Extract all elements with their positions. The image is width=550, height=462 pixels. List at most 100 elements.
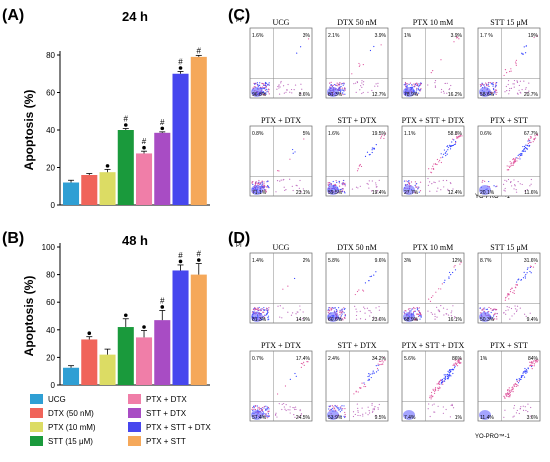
event-dot	[509, 395, 511, 397]
event-dot	[479, 312, 481, 314]
event-dot	[450, 144, 452, 147]
event-dot	[307, 38, 310, 40]
event-dot	[450, 375, 452, 377]
event-dot	[261, 180, 263, 182]
event-dot	[456, 365, 459, 367]
event-dot	[281, 317, 283, 319]
event-dot	[344, 411, 346, 414]
event-dot	[440, 304, 442, 307]
event-dot	[359, 310, 361, 312]
event-dot	[327, 309, 330, 311]
event-dot	[377, 406, 379, 409]
event-dot	[292, 148, 294, 151]
event-dot	[525, 92, 528, 94]
event-dot	[366, 182, 368, 185]
quadrant-lower-left: 68.9%	[404, 317, 419, 323]
event-dot	[341, 182, 344, 184]
event-dot	[516, 81, 519, 83]
event-dot	[524, 277, 527, 279]
quadrant-upper-left: 5.6%	[404, 356, 416, 362]
quadrant-lower-right: 14.9%	[296, 317, 311, 323]
legend-swatch	[128, 394, 141, 404]
event-dot	[524, 367, 526, 370]
event-dot	[444, 378, 446, 380]
event-dot	[521, 88, 523, 91]
population-blob	[403, 312, 415, 322]
event-dot	[263, 405, 265, 408]
event-dot	[461, 135, 463, 137]
cell-events	[479, 133, 539, 195]
event-dot	[300, 362, 302, 365]
event-dot	[443, 186, 445, 188]
event-dot	[431, 183, 433, 185]
event-dot	[507, 178, 510, 181]
event-dot	[403, 180, 406, 182]
significance-dot	[196, 258, 201, 262]
event-dot	[359, 387, 361, 389]
population-blob	[251, 185, 263, 195]
event-dot	[369, 373, 371, 375]
event-dot	[265, 415, 267, 417]
event-dot	[268, 186, 270, 189]
event-dot	[526, 268, 529, 270]
event-dot	[264, 409, 267, 411]
cell-events	[327, 132, 386, 195]
event-dot	[384, 132, 386, 134]
event-dot	[261, 183, 264, 185]
event-dot	[344, 317, 346, 319]
event-dot	[450, 274, 452, 276]
event-dot	[340, 89, 342, 91]
legend-label: PTX + STT	[146, 437, 186, 446]
event-dot	[341, 405, 343, 407]
event-dot	[414, 86, 416, 88]
event-dot	[300, 83, 302, 85]
event-dot	[336, 82, 338, 84]
event-dot	[375, 307, 377, 309]
event-dot	[334, 307, 336, 309]
event-dot	[300, 46, 302, 48]
event-dot	[289, 409, 291, 411]
quadrant-upper-right: 5%	[303, 131, 311, 137]
event-dot	[338, 181, 341, 183]
event-dot	[443, 314, 445, 316]
event-dot	[354, 305, 356, 307]
event-dot	[452, 188, 454, 190]
event-dot	[451, 404, 454, 407]
event-dot	[446, 82, 448, 84]
event-dot	[526, 272, 528, 274]
event-dot	[330, 84, 333, 87]
event-dot	[532, 266, 535, 268]
event-dot	[419, 181, 422, 183]
event-dot	[529, 312, 531, 314]
plot-title: STT + DTX	[337, 116, 376, 125]
event-dot	[267, 83, 269, 85]
event-dot	[253, 407, 255, 409]
plot-title: DTX 50 nM	[337, 18, 377, 27]
event-dot	[442, 156, 444, 158]
event-dot	[414, 307, 416, 310]
event-dot	[533, 365, 535, 367]
event-dot	[516, 380, 518, 382]
event-dot	[358, 65, 360, 67]
event-dot	[493, 318, 495, 321]
plot-title: UCG	[273, 243, 290, 252]
bar	[190, 56, 207, 205]
event-dot	[295, 408, 297, 411]
event-dot	[266, 408, 269, 410]
quadrant-upper-right: 19.5%	[372, 131, 387, 137]
event-dot	[407, 308, 410, 310]
event-dot	[363, 385, 365, 388]
quadrant-lower-right: 1%	[455, 415, 463, 421]
event-dot	[534, 262, 536, 265]
event-dot	[267, 406, 270, 409]
event-dot	[279, 305, 281, 307]
quadrant-upper-right: 84%	[528, 356, 539, 362]
event-dot	[403, 84, 405, 86]
event-dot	[359, 64, 361, 66]
event-dot	[257, 309, 260, 311]
event-dot	[334, 183, 336, 186]
event-dot	[450, 315, 453, 317]
event-dot	[441, 380, 443, 382]
event-dot	[516, 305, 519, 307]
event-dot	[430, 396, 432, 398]
